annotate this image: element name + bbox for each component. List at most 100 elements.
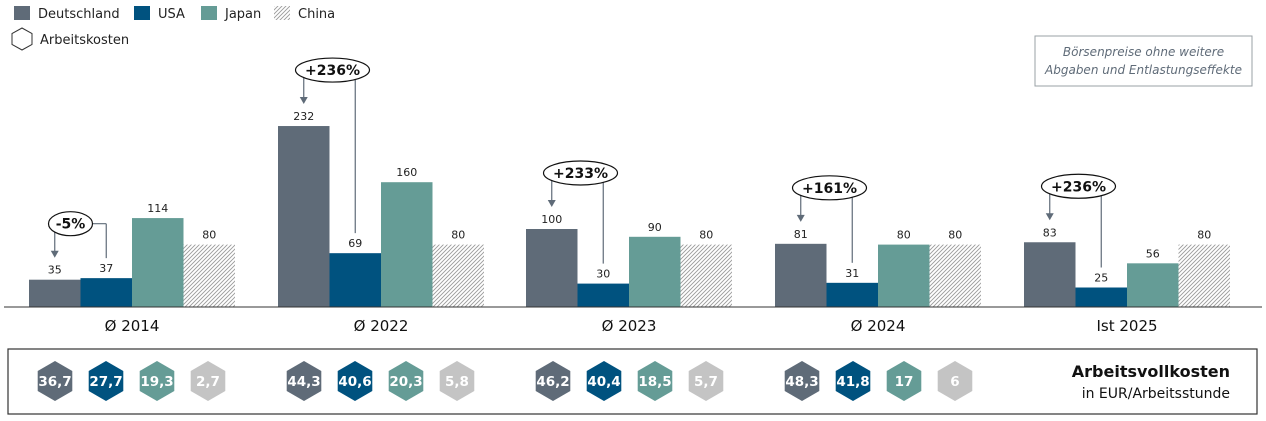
labor-cost-hexagon <box>388 361 424 401</box>
value-labels-layer: 35 37 114 80 232 69 160 80 100 30 90 80 81 31 80 80 83 25… <box>48 110 1212 284</box>
bar-japan-4 <box>878 244 930 307</box>
annotation-label: +161% <box>802 181 857 197</box>
labor-cost-value: 36,7 <box>38 374 71 390</box>
labor-cost-value: 40,4 <box>587 374 620 390</box>
bar-value-label: 80 <box>202 229 216 242</box>
bar-usa-5 <box>1075 287 1127 307</box>
annotation-bubble <box>542 160 619 186</box>
note-line-2: Abgaben und Entlastungseffekte <box>1044 63 1242 77</box>
x-tick-label: Ø 2014 <box>105 317 160 335</box>
change-annotation: +161% <box>791 175 868 263</box>
bar-value-label: 30 <box>596 268 610 281</box>
x-axis-labels: Ø 2014 Ø 2022 Ø 2023 Ø 2024 Ist 2025 <box>105 317 1158 335</box>
annotation-bubble <box>47 211 94 237</box>
bar-deutschland-3 <box>526 229 578 307</box>
labor-cost-hexagon <box>688 361 724 401</box>
x-tick-label: Ist 2025 <box>1096 317 1157 335</box>
bar-china-4 <box>929 244 981 307</box>
labor-cost-hexagon <box>835 361 871 401</box>
bar-deutschland-2 <box>278 126 330 307</box>
labor-cost-hexagon <box>535 361 571 401</box>
labor-cost-value: 18,5 <box>638 374 671 390</box>
bar-value-label: 90 <box>648 221 662 234</box>
labor-cost-value: 17 <box>895 374 914 390</box>
labor-cost-value: 27,7 <box>89 374 122 390</box>
labor-cost-title: Arbeitsvollkosten <box>1072 362 1230 381</box>
labor-cost-hexagon <box>337 361 373 401</box>
labor-cost-unit: in EUR/Arbeitsstunde <box>1082 386 1230 402</box>
labor-cost-value: 2,7 <box>196 374 220 390</box>
annotation-label: +236% <box>305 63 360 79</box>
labor-cost-hexagon <box>88 361 124 401</box>
bar-value-label: 80 <box>897 229 911 242</box>
labor-cost-hexagons: 36,7 27,7 19,3 2,7 44,3 40,6 20,3 5,8 46,2 40,4 18… <box>37 361 973 401</box>
labor-cost-value: 20,3 <box>389 374 422 390</box>
annotation-label: -5% <box>56 217 86 233</box>
labor-cost-value: 46,2 <box>536 374 569 390</box>
labor-cost-panel: 36,7 27,7 19,3 2,7 44,3 40,6 20,3 5,8 46,2 40,4 18… <box>7 348 1258 415</box>
labor-cost-hexagon <box>439 361 475 401</box>
bar-value-label: 37 <box>99 262 113 275</box>
labor-cost-value: 6 <box>950 374 959 390</box>
legend-swatch <box>274 6 290 20</box>
legend: Deutschland USA Japan China Arbeitskoste… <box>11 6 335 51</box>
labor-cost-value: 44,3 <box>287 374 320 390</box>
bar-value-label: 56 <box>1146 247 1160 260</box>
bar-japan-5 <box>1127 263 1179 307</box>
labor-cost-value: 19,3 <box>140 374 173 390</box>
bar-deutschland-5 <box>1024 242 1076 307</box>
labor-cost-hexagon <box>286 361 322 401</box>
bar-value-label: 80 <box>948 229 962 242</box>
bar-japan-3 <box>629 236 681 307</box>
labor-cost-hexagon <box>886 361 922 401</box>
labor-cost-hexagon <box>37 361 73 401</box>
bar-value-label: 81 <box>794 228 808 241</box>
labor-cost-hexagon <box>784 361 820 401</box>
legend-swatch <box>134 6 150 20</box>
annotations-layer: -5% +236% +233% +161% +236% <box>47 57 1117 268</box>
bar-value-label: 114 <box>147 202 168 215</box>
legend-label: Japan <box>224 7 261 22</box>
legend-swatch <box>201 6 217 20</box>
bars-layer <box>29 126 1230 307</box>
bar-value-label: 69 <box>348 237 362 250</box>
bar-china-5 <box>1178 244 1230 307</box>
annotation-bubble <box>294 57 371 83</box>
bar-china-1 <box>183 244 235 307</box>
bar-value-label: 80 <box>451 229 465 242</box>
note-line-1: Börsenpreise ohne weitere <box>1063 45 1224 59</box>
labor-cost-value: 48,3 <box>785 374 818 390</box>
change-annotation: +236% <box>294 57 371 234</box>
change-annotation: +233% <box>542 160 619 264</box>
hexagon-icon <box>11 27 33 51</box>
change-annotation: +236% <box>1040 173 1117 268</box>
labor-cost-hexagon <box>586 361 622 401</box>
labor-cost-value: 5,7 <box>694 374 718 390</box>
legend-swatch <box>14 6 30 20</box>
labor-cost-value: 41,8 <box>836 374 869 390</box>
labor-cost-value: 40,6 <box>338 374 371 390</box>
labor-cost-hexagon <box>190 361 226 401</box>
bar-value-label: 83 <box>1043 226 1057 239</box>
bar-value-label: 80 <box>699 229 713 242</box>
bar-value-label: 31 <box>845 267 859 280</box>
annotation-label: +233% <box>553 166 608 182</box>
legend-item-deutschland: Deutschland <box>14 6 120 22</box>
bar-value-label: 160 <box>396 166 417 179</box>
legend-label: USA <box>158 7 185 22</box>
labor-cost-hexagon <box>139 361 175 401</box>
bar-china-2 <box>432 244 484 307</box>
legend-item-usa: USA <box>134 6 185 22</box>
bar-usa-1 <box>80 278 132 307</box>
bar-china-3 <box>680 244 732 307</box>
x-tick-label: Ø 2022 <box>354 317 409 335</box>
labor-cost-hexagon <box>937 361 973 401</box>
legend-item-japan: Japan <box>201 6 261 22</box>
bar-usa-2 <box>329 253 381 307</box>
bar-deutschland-4 <box>775 243 827 307</box>
bar-value-label: 25 <box>1094 272 1108 285</box>
annotation-bubble <box>1040 173 1117 199</box>
x-tick-label: Ø 2023 <box>602 317 657 335</box>
